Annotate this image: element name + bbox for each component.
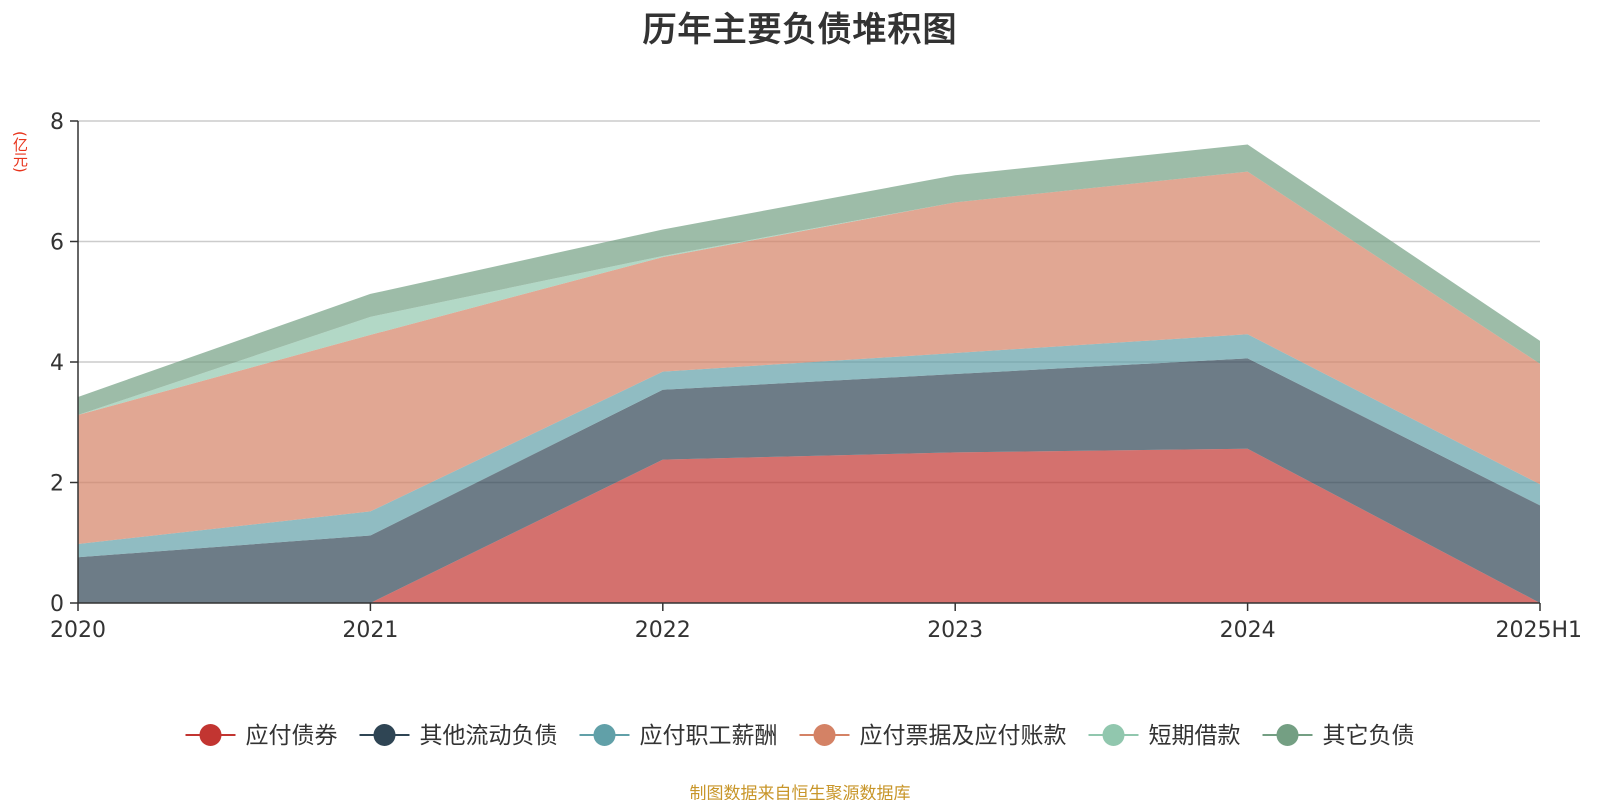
legend-marker <box>1102 724 1125 746</box>
x-tick-label: 2022 <box>635 618 691 643</box>
source-note: 制图数据来自恒生聚源数据库 <box>689 784 911 800</box>
area-series-1 <box>78 448 1540 603</box>
legend-label: 其他流动负债 <box>420 723 558 749</box>
y-tick-label: 2 <box>50 472 64 497</box>
legend-marker <box>593 724 616 746</box>
x-tick-label: 2024 <box>1220 618 1276 643</box>
y-tick-label: 4 <box>50 351 64 376</box>
area-series-4 <box>78 171 1540 544</box>
x-tick-label: 2020 <box>50 618 106 643</box>
legend-item-6[interactable]: 其它负债 <box>1262 723 1415 749</box>
area-series-group <box>78 144 1540 603</box>
y-tick-label: 8 <box>50 110 64 135</box>
x-tick-label: 2025H1 <box>1495 618 1582 643</box>
chart-title: 历年主要负债堆积图 <box>642 10 958 50</box>
legend-marker <box>199 724 222 746</box>
legend-label: 其它负债 <box>1323 723 1415 749</box>
legend-label: 应付债券 <box>246 723 338 749</box>
y-tick-label: 6 <box>50 231 64 256</box>
axes: 0 2 4 6 8 2020 2021 2022 2023 2024 2025H1 <box>50 110 1582 643</box>
legend-label: 短期借款 <box>1149 723 1241 749</box>
legend: 应付债券 其他流动负债 应付职工薪酬 应付票据及应付账款 短期借款 其它负债 <box>185 723 1415 749</box>
legend-item-4[interactable]: 应付票据及应付账款 <box>799 723 1067 749</box>
legend-item-2[interactable]: 其他流动负债 <box>359 723 558 749</box>
legend-item-3[interactable]: 应付职工薪酬 <box>579 723 778 749</box>
legend-marker <box>373 724 396 746</box>
y-axis-unit-label: (亿元) <box>11 131 29 173</box>
legend-label: 应付票据及应付账款 <box>860 723 1067 749</box>
legend-item-5[interactable]: 短期借款 <box>1088 723 1241 749</box>
area-series-2 <box>78 358 1540 603</box>
y-tick-label: 0 <box>50 592 64 617</box>
legend-marker <box>1276 724 1299 746</box>
legend-label: 应付职工薪酬 <box>640 723 778 749</box>
legend-marker <box>813 724 836 746</box>
area-series-3 <box>78 334 1540 558</box>
x-tick-label: 2023 <box>927 618 983 643</box>
legend-item-1[interactable]: 应付债券 <box>185 723 338 749</box>
x-tick-label: 2021 <box>342 618 398 643</box>
